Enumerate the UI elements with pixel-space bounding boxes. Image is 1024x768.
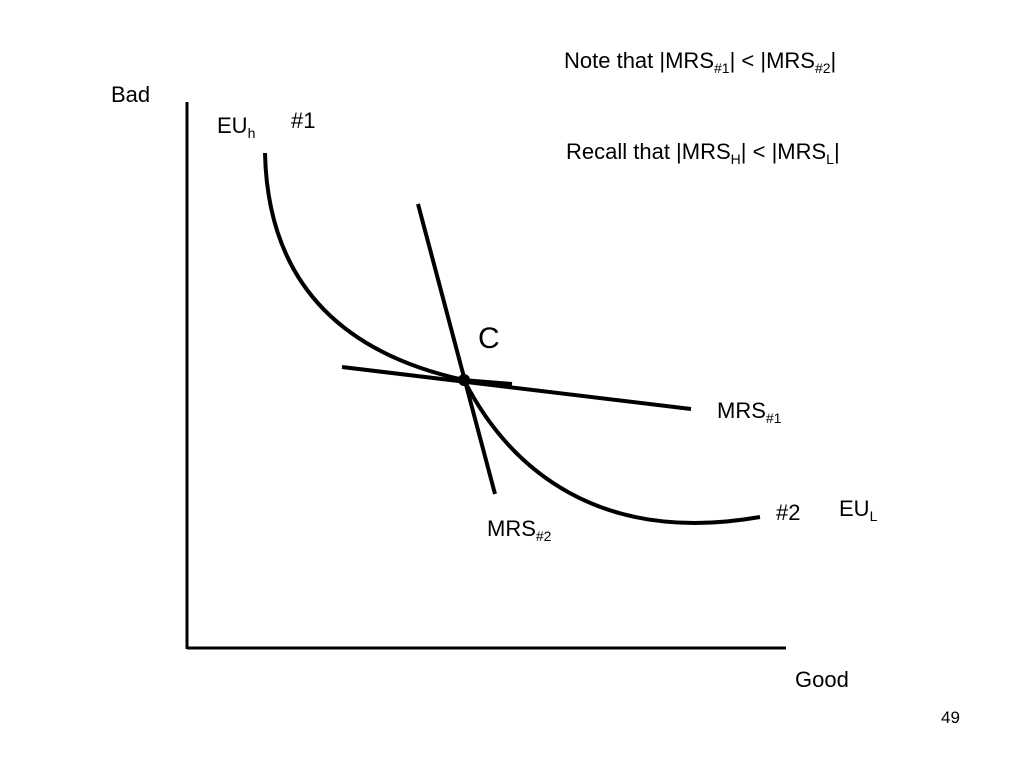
eu-h-label: EUh [217,113,255,141]
note-middle: | < |MRS [729,48,815,73]
y-axis-label: Bad [111,82,151,107]
recall-suffix: | [833,139,840,164]
recall-sub1: H [730,151,741,167]
marker-2-label: #2 [776,500,801,525]
mrs1-label: MRS#1 [717,398,781,426]
point-c-label: C [478,322,500,355]
mrs1-tangent-line [341,365,692,411]
page-number: 49 [941,708,960,727]
recall-text: Recall that |MRSH| < |MRSL| [566,139,840,167]
note-suffix: | [830,48,837,73]
eu-l-sub: L [869,508,878,524]
mrs2-tangent-line [416,203,497,495]
mrs2-main: MRS [487,516,536,541]
tangent-stub [461,378,513,386]
x-axis-label: Good [795,667,849,692]
eu-h-main: EU [217,113,248,138]
mrs1-main: MRS [717,398,766,423]
recall-sub2: L [826,151,834,167]
mrs1-sub: #1 [765,410,782,426]
recall-prefix: Recall that |MRS [566,139,731,164]
eu-l-label: EUL [839,496,877,524]
note-prefix: Note that |MRS [564,48,714,73]
note-sub2: #2 [814,60,831,76]
mrs2-label: MRS#2 [487,516,551,544]
marker-1-label: #1 [291,108,316,133]
note-sub1: #1 [714,60,730,76]
recall-middle: | < |MRS [740,139,827,164]
mrs2-sub: #2 [535,528,552,544]
note-text: Note that |MRS#1| < |MRS#2| [564,48,837,76]
eu-h-sub: h [247,125,256,141]
point-c [458,374,470,386]
indifference-curve [263,152,761,525]
eu-l-main: EU [839,496,870,521]
